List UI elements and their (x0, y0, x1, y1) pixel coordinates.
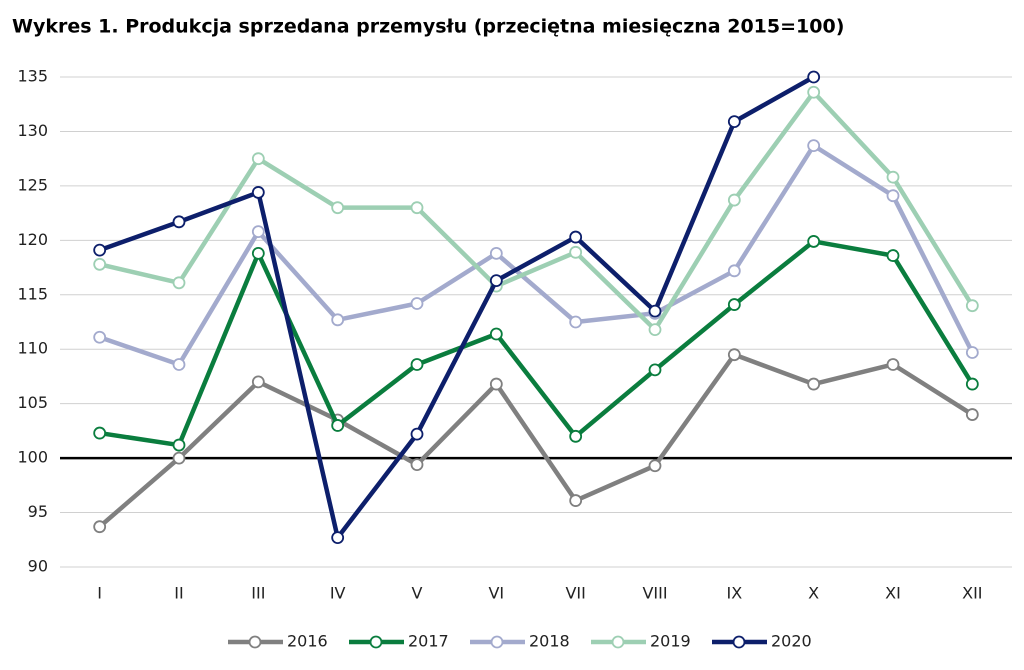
data-point (965, 377, 979, 391)
y-tick-label: 100 (17, 448, 48, 467)
data-point (93, 243, 107, 257)
data-point (93, 520, 107, 534)
data-point (251, 152, 265, 166)
x-tick-label: V (412, 584, 423, 603)
legend-marker (611, 635, 625, 649)
x-tick-label: IV (330, 584, 346, 603)
y-tick-label: 135 (17, 67, 48, 86)
series-line (99, 239, 975, 448)
data-point (331, 419, 345, 432)
x-tick-label: VIII (642, 584, 667, 603)
series-line (98, 75, 815, 540)
x-tick-label: II (174, 584, 183, 603)
data-point (172, 451, 186, 465)
data-point (569, 315, 583, 329)
data-point (807, 235, 821, 248)
data-point (727, 348, 741, 362)
data-point (648, 363, 662, 377)
x-tick-label: IX (726, 584, 742, 603)
data-point (886, 170, 900, 184)
data-point (93, 257, 107, 271)
data-point (569, 429, 583, 443)
data-point (410, 358, 424, 371)
x-tick-label: VI (488, 584, 504, 603)
data-point (965, 299, 979, 313)
y-tick-label: 105 (17, 393, 48, 412)
data-point (172, 438, 186, 452)
legend-marker (369, 635, 383, 649)
data-point (727, 193, 741, 207)
data-point (251, 225, 265, 239)
data-point (807, 85, 821, 99)
data-point (93, 330, 107, 344)
data-point (172, 276, 186, 290)
data-point (489, 246, 503, 260)
data-point (251, 186, 265, 199)
data-point (648, 459, 662, 473)
legend-marker (490, 635, 504, 649)
data-point (807, 70, 821, 84)
data-point (93, 426, 107, 440)
legend-marker (732, 635, 746, 649)
y-tick-label: 90 (28, 557, 48, 576)
data-point (331, 313, 345, 327)
legend-label: 2018 (529, 632, 570, 651)
legend-label: 2017 (408, 632, 449, 651)
data-point (410, 201, 424, 215)
data-point (648, 304, 662, 318)
y-tick-label: 115 (17, 284, 48, 303)
chart-title: Wykres 1. Produkcja sprzedana przemysłu … (12, 16, 844, 38)
data-point (489, 377, 503, 391)
data-point (727, 264, 741, 278)
data-point (410, 297, 424, 310)
data-point (331, 531, 345, 544)
data-point (251, 375, 265, 389)
data-point (807, 377, 821, 391)
legend-label: 2020 (771, 632, 812, 651)
y-tick-label: 95 (28, 502, 48, 521)
legend-label: 2019 (650, 632, 691, 651)
data-point (489, 274, 503, 288)
data-point (886, 189, 900, 203)
x-tick-label: XII (962, 584, 982, 603)
data-point (172, 358, 186, 371)
series-line (98, 352, 974, 529)
x-tick-label: X (808, 584, 819, 603)
y-tick-label: 125 (17, 175, 48, 194)
data-point (172, 215, 186, 229)
x-tick-label: I (97, 584, 102, 603)
data-point (410, 458, 424, 472)
data-point (569, 230, 583, 244)
data-point (727, 115, 741, 129)
y-tick-label: 120 (17, 230, 48, 249)
data-point (727, 298, 741, 311)
data-point (331, 201, 345, 215)
y-tick-label: 130 (17, 121, 48, 140)
series-line (99, 89, 975, 332)
legend-label: 2016 (287, 632, 328, 651)
x-tick-label: VII (565, 584, 585, 603)
legend-marker (248, 635, 262, 649)
data-point (886, 249, 900, 262)
data-point (569, 245, 583, 259)
x-tick-label: III (251, 584, 265, 603)
data-point (648, 323, 662, 337)
series-line (98, 143, 975, 367)
y-tick-label: 110 (17, 339, 48, 358)
x-tick-label: XI (885, 584, 901, 603)
data-point (886, 358, 900, 371)
data-point (965, 408, 979, 421)
data-point (410, 427, 424, 441)
data-point (251, 246, 265, 260)
data-point (807, 139, 821, 153)
data-point (489, 327, 503, 341)
data-point (569, 494, 583, 507)
data-point (965, 346, 979, 359)
